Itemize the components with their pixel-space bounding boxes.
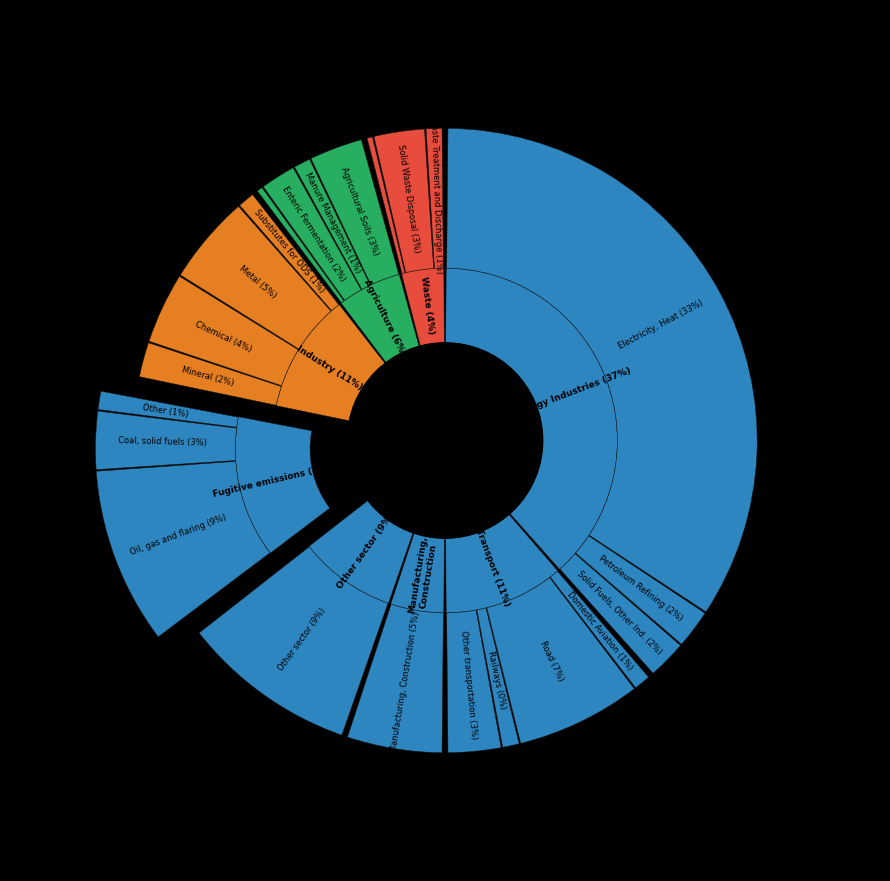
Text: Energy Industries (37%): Energy Industries (37%) — [514, 366, 632, 418]
Text: Manure Management (1%): Manure Management (1%) — [303, 171, 362, 275]
Text: Road (7%): Road (7%) — [538, 640, 565, 683]
Wedge shape — [447, 610, 501, 752]
Text: Chemical (4%): Chemical (4%) — [193, 319, 253, 353]
Wedge shape — [391, 533, 444, 613]
Text: Electricity, Heat (33%): Electricity, Heat (33%) — [617, 299, 705, 352]
Wedge shape — [295, 159, 370, 290]
Text: Manufacturing, Construction (5%): Manufacturing, Construction (5%) — [389, 611, 421, 753]
Text: Other transportation (3%): Other transportation (3%) — [458, 630, 478, 739]
Wedge shape — [550, 571, 649, 688]
Wedge shape — [140, 343, 281, 405]
Wedge shape — [95, 411, 237, 470]
Wedge shape — [401, 268, 444, 346]
Wedge shape — [263, 167, 361, 300]
Text: Metal (5%): Metal (5%) — [238, 263, 279, 300]
Wedge shape — [347, 604, 443, 752]
Text: Solid Fuels, Other Ind. (2%): Solid Fuels, Other Ind. (2%) — [575, 569, 664, 656]
Circle shape — [347, 343, 543, 538]
Text: Other sector (9%): Other sector (9%) — [277, 606, 328, 673]
Text: Oil, gas and flaring (9%): Oil, gas and flaring (9%) — [129, 513, 228, 557]
Wedge shape — [487, 578, 635, 744]
Text: Enteric Fermentation (2%): Enteric Fermentation (2%) — [280, 184, 347, 283]
Wedge shape — [149, 277, 298, 386]
Wedge shape — [181, 206, 331, 349]
Text: Agriculture (6%): Agriculture (6%) — [362, 278, 408, 358]
Text: Waste (4%): Waste (4%) — [419, 276, 435, 335]
Wedge shape — [239, 195, 339, 311]
Text: Manufacturing,
Construction: Manufacturing, Construction — [407, 535, 439, 616]
Wedge shape — [257, 188, 344, 303]
Wedge shape — [446, 515, 558, 613]
Wedge shape — [477, 608, 519, 747]
Wedge shape — [367, 137, 405, 274]
Wedge shape — [576, 536, 705, 644]
Wedge shape — [276, 305, 385, 421]
Wedge shape — [446, 268, 618, 569]
Text: Fugitive emissions (13%): Fugitive emissions (13%) — [212, 462, 338, 499]
Text: Waste Treatment and Discharge (1%): Waste Treatment and Discharge (1%) — [429, 117, 443, 274]
Text: Domestic Aviation (1%): Domestic Aviation (1%) — [565, 589, 635, 671]
Wedge shape — [199, 547, 388, 735]
Text: Other sector (9%): Other sector (9%) — [336, 512, 396, 591]
Text: Mineral (2%): Mineral (2%) — [182, 366, 235, 389]
Wedge shape — [311, 140, 399, 285]
Wedge shape — [341, 274, 419, 363]
Text: Agricultural Soils (3%): Agricultural Soils (3%) — [338, 166, 380, 256]
Wedge shape — [447, 129, 757, 611]
Text: Substitutes for ODS (1%): Substitutes for ODS (1%) — [252, 208, 326, 295]
Wedge shape — [309, 500, 413, 603]
Text: Transport (11%): Transport (11%) — [474, 529, 512, 608]
Wedge shape — [98, 391, 239, 427]
Wedge shape — [374, 129, 433, 272]
Text: Coal, solid fuels (3%): Coal, solid fuels (3%) — [118, 436, 207, 448]
Text: Solid Waste Disposal (3%): Solid Waste Disposal (3%) — [396, 144, 422, 253]
Wedge shape — [96, 462, 270, 637]
Text: Petroleum Refining (2%): Petroleum Refining (2%) — [596, 554, 684, 623]
Text: Railways (0%): Railways (0%) — [486, 650, 507, 710]
Text: Industry (11%): Industry (11%) — [295, 344, 364, 392]
Wedge shape — [235, 417, 330, 553]
Wedge shape — [560, 553, 681, 673]
Wedge shape — [426, 129, 443, 269]
Text: Other (1%): Other (1%) — [142, 403, 190, 418]
